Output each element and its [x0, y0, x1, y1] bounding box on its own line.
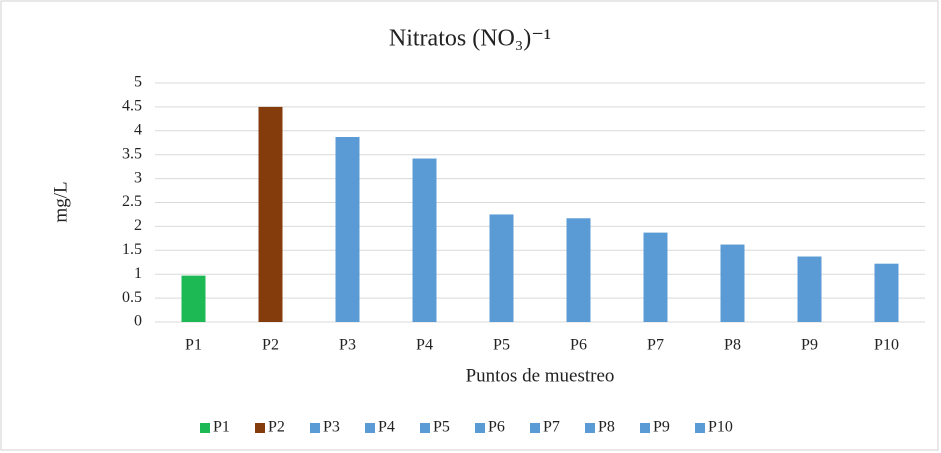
bar [489, 214, 514, 322]
legend-label: P7 [543, 419, 560, 436]
x-tick-label: P9 [801, 337, 818, 354]
legend-label: P3 [323, 419, 340, 436]
bar [643, 232, 668, 322]
y-tick-label: 1 [134, 265, 142, 282]
legend-swatch [475, 423, 485, 433]
bar [720, 244, 745, 322]
y-tick-label: 2.5 [122, 193, 142, 210]
legend-swatch [585, 423, 595, 433]
y-tick-label: 3.5 [122, 145, 142, 162]
x-tick-label: P1 [185, 337, 202, 354]
legend-swatch [365, 423, 375, 433]
y-tick-label: 4 [134, 121, 142, 138]
y-tick-label: 0.5 [122, 289, 142, 306]
legend-swatch [310, 423, 320, 433]
y-tick-label: 3 [134, 169, 142, 186]
bar [258, 106, 283, 323]
legend-swatch [640, 423, 650, 433]
x-tick-label: P2 [262, 337, 279, 354]
y-tick-label: 0 [134, 313, 142, 330]
bar [874, 263, 899, 322]
legend-label: P6 [488, 419, 505, 436]
bar [412, 158, 437, 322]
y-tick-label: 1.5 [122, 241, 142, 258]
bar [797, 256, 822, 322]
x-tick-label: P7 [647, 337, 664, 354]
legend-label: P5 [433, 419, 450, 436]
legend-swatch [255, 423, 265, 433]
y-tick-label: 5 [134, 74, 142, 91]
x-tick-label: P8 [724, 337, 741, 354]
y-axis-label: mg/L [50, 181, 71, 222]
legend-label: P8 [598, 419, 615, 436]
legend-swatch [200, 423, 210, 433]
legend-label: P2 [268, 419, 285, 436]
x-tick-label: P3 [339, 337, 356, 354]
legend-label: P1 [213, 419, 230, 436]
legend-swatch [695, 423, 705, 433]
bar [566, 218, 591, 322]
chart-title: Nitratos (NO₃)⁻¹ [389, 26, 551, 52]
x-tick-label: P4 [416, 337, 433, 354]
bar [335, 137, 360, 322]
x-tick-label: P10 [874, 337, 899, 354]
legend-swatch [420, 423, 430, 433]
legend-label: P10 [708, 419, 733, 436]
y-tick-label: 2 [134, 217, 142, 234]
x-tick-label: P5 [493, 337, 510, 354]
x-axis-label: Puntos de muestreo [466, 365, 615, 386]
y-tick-label: 4.5 [122, 98, 142, 115]
legend-swatch [530, 423, 540, 433]
bar [181, 275, 206, 322]
legend-label: P9 [653, 419, 670, 436]
legend-label: P4 [378, 419, 395, 436]
x-tick-label: P6 [570, 337, 587, 354]
